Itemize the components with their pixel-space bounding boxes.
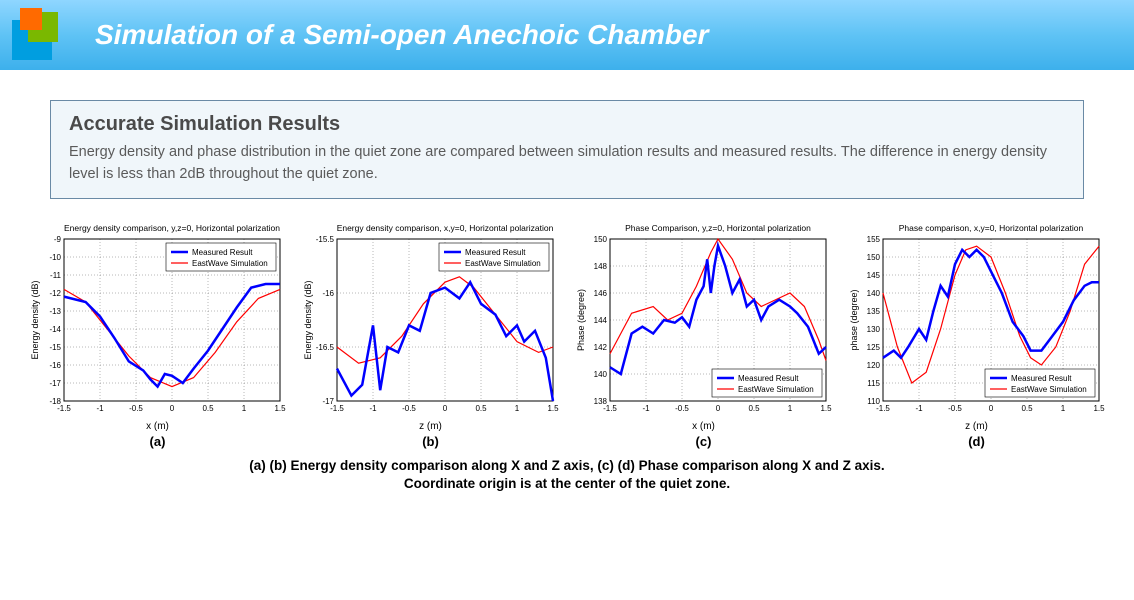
summary-panel: Accurate Simulation Results Energy densi… — [50, 100, 1084, 199]
x-axis-label: x (m) — [692, 421, 715, 432]
svg-text:148: 148 — [593, 262, 607, 271]
svg-text:-1: -1 — [915, 404, 923, 413]
panel-body: Energy density and phase distribution in… — [69, 142, 1065, 186]
svg-text:Energy density (dB): Energy density (dB) — [303, 280, 313, 359]
svg-text:-10: -10 — [49, 253, 61, 262]
svg-text:Measured Result: Measured Result — [192, 248, 253, 257]
sub-label: (b) — [422, 434, 439, 449]
svg-text:-1: -1 — [369, 404, 377, 413]
svg-text:0.5: 0.5 — [475, 404, 487, 413]
svg-text:0: 0 — [988, 404, 993, 413]
svg-text:-13: -13 — [49, 307, 61, 316]
svg-text:Phase Comparison, y,z=0, Hor: Phase Comparison, y,z=0, Horizontal pola… — [625, 223, 811, 233]
svg-text:EastWave Simulation: EastWave Simulation — [192, 259, 268, 268]
svg-text:-1.5: -1.5 — [603, 404, 617, 413]
svg-text:1.5: 1.5 — [274, 404, 286, 413]
x-axis-label: x (m) — [146, 421, 169, 432]
svg-text:-16: -16 — [322, 289, 334, 298]
svg-text:140: 140 — [866, 289, 880, 298]
svg-text:-9: -9 — [53, 235, 61, 244]
panel-title: Accurate Simulation Results — [69, 113, 1065, 136]
svg-text:-11: -11 — [50, 271, 62, 280]
svg-text:Energy density comparison, y,: Energy density comparison, y,z=0, Horizo… — [64, 223, 280, 233]
svg-text:1: 1 — [1060, 404, 1065, 413]
svg-text:-12: -12 — [49, 289, 61, 298]
caption-line2: Coordinate origin is at the center of th… — [0, 475, 1134, 494]
svg-text:140: 140 — [593, 370, 607, 379]
svg-text:1: 1 — [514, 404, 519, 413]
svg-text:-16: -16 — [49, 361, 61, 370]
svg-text:-1.5: -1.5 — [57, 404, 71, 413]
svg-text:145: 145 — [866, 271, 880, 280]
svg-text:146: 146 — [593, 289, 607, 298]
svg-text:0.5: 0.5 — [202, 404, 214, 413]
svg-text:1: 1 — [787, 404, 792, 413]
svg-text:EastWave Simulation: EastWave Simulation — [738, 385, 814, 394]
svg-text:EastWave Simulation: EastWave Simulation — [465, 259, 541, 268]
svg-text:0: 0 — [715, 404, 720, 413]
sub-label: (c) — [696, 434, 712, 449]
svg-text:0.5: 0.5 — [1021, 404, 1033, 413]
svg-text:-14: -14 — [49, 325, 61, 334]
svg-text:Energy density (dB): Energy density (dB) — [30, 280, 40, 359]
svg-text:-15: -15 — [49, 343, 61, 352]
svg-text:-0.5: -0.5 — [402, 404, 416, 413]
header: Simulation of a Semi-open Anechoic Chamb… — [0, 0, 1134, 70]
x-axis-label: z (m) — [965, 421, 988, 432]
caption: (a) (b) Energy density comparison along … — [0, 457, 1134, 495]
sub-label: (a) — [150, 434, 166, 449]
svg-text:130: 130 — [866, 325, 880, 334]
svg-text:-1.5: -1.5 — [876, 404, 890, 413]
chart-b: -17-16.5-16-15.5-1.5-1-0.500.511.5Energy… — [298, 219, 563, 449]
charts-row: -18-17-16-15-14-13-12-11-10-9-1.5-1-0.50… — [0, 209, 1134, 449]
chart-c: 138140142144146148150-1.5-1-0.500.511.5P… — [571, 219, 836, 449]
svg-text:-0.5: -0.5 — [129, 404, 143, 413]
svg-text:1.5: 1.5 — [1093, 404, 1105, 413]
svg-text:phase (degree): phase (degree) — [849, 289, 859, 350]
svg-text:Phase (degree): Phase (degree) — [576, 288, 586, 350]
page-title: Simulation of a Semi-open Anechoic Chamb… — [95, 19, 709, 51]
svg-text:Measured Result: Measured Result — [465, 248, 526, 257]
svg-text:Energy density comparison, x,: Energy density comparison, x,y=0, Horizo… — [336, 223, 553, 233]
svg-text:-1.5: -1.5 — [330, 404, 344, 413]
svg-text:0.5: 0.5 — [748, 404, 760, 413]
svg-text:125: 125 — [866, 343, 880, 352]
svg-text:155: 155 — [866, 235, 880, 244]
svg-text:0: 0 — [169, 404, 174, 413]
svg-text:144: 144 — [593, 316, 607, 325]
svg-text:-1: -1 — [96, 404, 104, 413]
chart-a: -18-17-16-15-14-13-12-11-10-9-1.5-1-0.50… — [25, 219, 290, 449]
svg-text:-0.5: -0.5 — [948, 404, 962, 413]
svg-text:1.5: 1.5 — [820, 404, 832, 413]
svg-text:EastWave Simulation: EastWave Simulation — [1011, 385, 1087, 394]
chart-d: 110115120125130135140145150155-1.5-1-0.5… — [844, 219, 1109, 449]
svg-text:0: 0 — [442, 404, 447, 413]
svg-text:Measured Result: Measured Result — [738, 374, 799, 383]
svg-text:135: 135 — [866, 307, 880, 316]
svg-text:142: 142 — [593, 343, 607, 352]
svg-text:-15.5: -15.5 — [315, 235, 334, 244]
svg-text:-0.5: -0.5 — [675, 404, 689, 413]
logo-icon — [10, 8, 65, 63]
caption-line1: (a) (b) Energy density comparison along … — [0, 457, 1134, 476]
svg-text:Measured Result: Measured Result — [1011, 374, 1072, 383]
sub-label: (d) — [968, 434, 985, 449]
svg-text:-1: -1 — [642, 404, 650, 413]
svg-text:Phase comparison, x,y=0, Hor: Phase comparison, x,y=0, Horizontal pola… — [898, 223, 1083, 233]
x-axis-label: z (m) — [419, 421, 442, 432]
svg-text:120: 120 — [866, 361, 880, 370]
svg-text:115: 115 — [867, 379, 880, 388]
svg-text:1: 1 — [241, 404, 246, 413]
svg-text:-16.5: -16.5 — [315, 343, 334, 352]
svg-text:150: 150 — [866, 253, 880, 262]
svg-text:150: 150 — [593, 235, 607, 244]
svg-text:1.5: 1.5 — [547, 404, 559, 413]
svg-text:-17: -17 — [49, 379, 61, 388]
